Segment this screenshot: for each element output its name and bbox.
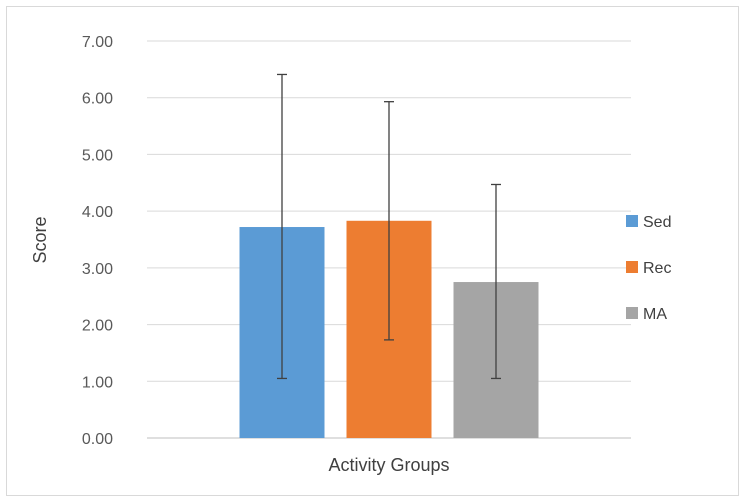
y-axis-title: Score [30,216,50,263]
y-tick-label: 1.00 [82,374,113,391]
error-bars [277,73,501,380]
y-tick-label: 6.00 [82,91,113,108]
legend-swatch-rec [626,261,638,273]
y-tick-label: 7.00 [82,34,113,51]
x-axis-title: Activity Groups [328,455,449,475]
legend-label-ma: MA [643,306,667,323]
y-tick-label: 2.00 [82,318,113,335]
y-tick-label: 3.00 [82,261,113,278]
legend-swatch-ma [626,307,638,319]
legend-label-rec: Rec [643,260,671,277]
legend: Sed Rec MA [626,214,671,323]
legend-label-sed: Sed [643,214,671,231]
y-tick-label: 5.00 [82,147,113,164]
y-tick-label: 4.00 [82,204,113,221]
y-tick-label: 0.00 [82,431,113,448]
y-axis-ticks: 0.00 1.00 2.00 3.00 4.00 5.00 6.00 7.00 [82,34,113,448]
legend-swatch-sed [626,215,638,227]
